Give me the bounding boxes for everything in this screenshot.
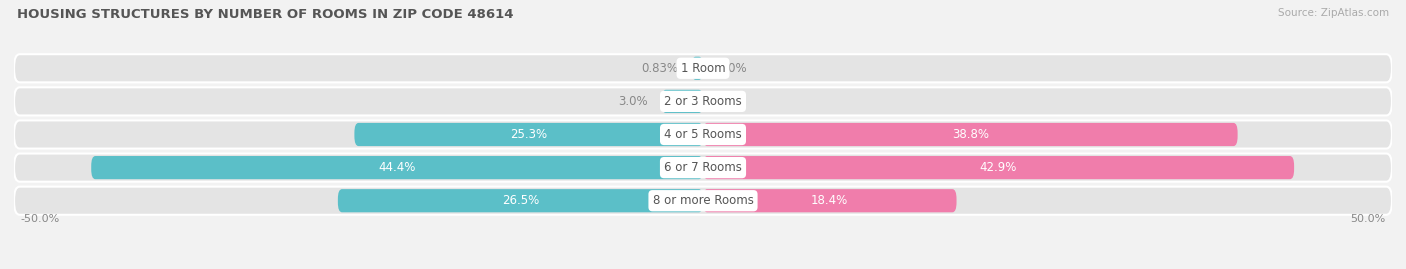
Text: 0.0%: 0.0% — [717, 62, 747, 75]
Text: 0.83%: 0.83% — [641, 62, 678, 75]
FancyBboxPatch shape — [91, 156, 703, 179]
Text: 50.0%: 50.0% — [1350, 214, 1385, 224]
FancyBboxPatch shape — [14, 54, 1392, 82]
FancyBboxPatch shape — [14, 154, 1392, 182]
Text: 6 or 7 Rooms: 6 or 7 Rooms — [664, 161, 742, 174]
FancyBboxPatch shape — [14, 87, 1392, 115]
Text: 0.0%: 0.0% — [717, 95, 747, 108]
Text: 2 or 3 Rooms: 2 or 3 Rooms — [664, 95, 742, 108]
Text: 38.8%: 38.8% — [952, 128, 988, 141]
FancyBboxPatch shape — [703, 156, 1294, 179]
FancyBboxPatch shape — [703, 189, 956, 212]
Text: -50.0%: -50.0% — [21, 214, 60, 224]
Text: 44.4%: 44.4% — [378, 161, 416, 174]
FancyBboxPatch shape — [354, 123, 703, 146]
FancyBboxPatch shape — [14, 121, 1392, 148]
FancyBboxPatch shape — [662, 90, 703, 113]
Text: Source: ZipAtlas.com: Source: ZipAtlas.com — [1278, 8, 1389, 18]
Text: 8 or more Rooms: 8 or more Rooms — [652, 194, 754, 207]
FancyBboxPatch shape — [692, 57, 703, 80]
Text: 18.4%: 18.4% — [811, 194, 848, 207]
Text: 4 or 5 Rooms: 4 or 5 Rooms — [664, 128, 742, 141]
Text: 25.3%: 25.3% — [510, 128, 547, 141]
Text: 3.0%: 3.0% — [619, 95, 648, 108]
Text: HOUSING STRUCTURES BY NUMBER OF ROOMS IN ZIP CODE 48614: HOUSING STRUCTURES BY NUMBER OF ROOMS IN… — [17, 8, 513, 21]
FancyBboxPatch shape — [14, 187, 1392, 215]
Text: 1 Room: 1 Room — [681, 62, 725, 75]
FancyBboxPatch shape — [703, 123, 1237, 146]
Text: 42.9%: 42.9% — [980, 161, 1018, 174]
FancyBboxPatch shape — [337, 189, 703, 212]
Text: 26.5%: 26.5% — [502, 194, 538, 207]
